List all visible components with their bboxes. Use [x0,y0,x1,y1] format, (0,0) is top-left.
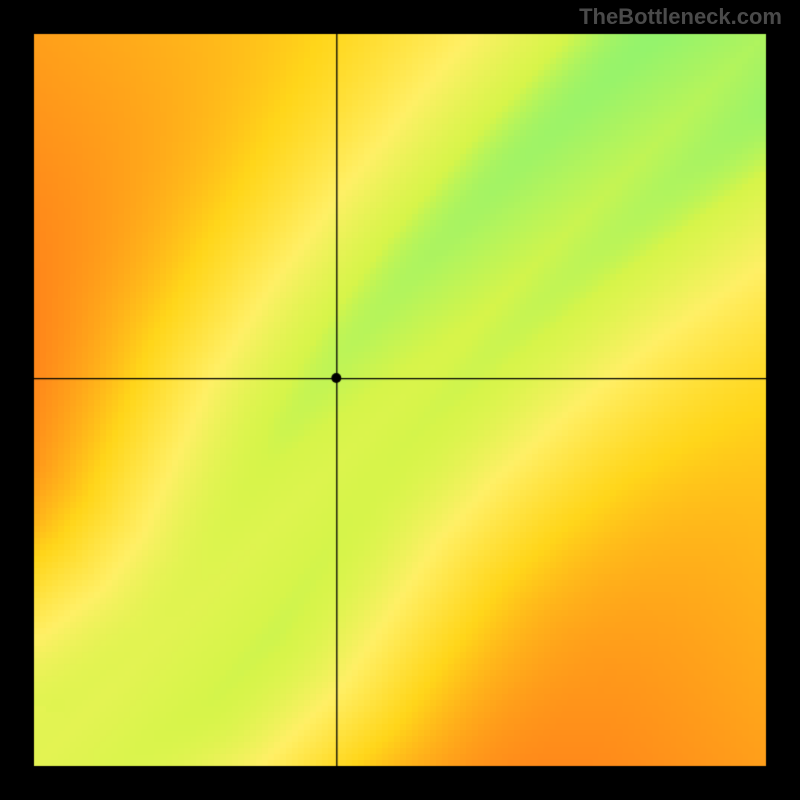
bottleneck-heatmap-canvas [0,0,800,800]
watermark-text: TheBottleneck.com [579,4,782,30]
chart-container: TheBottleneck.com [0,0,800,800]
